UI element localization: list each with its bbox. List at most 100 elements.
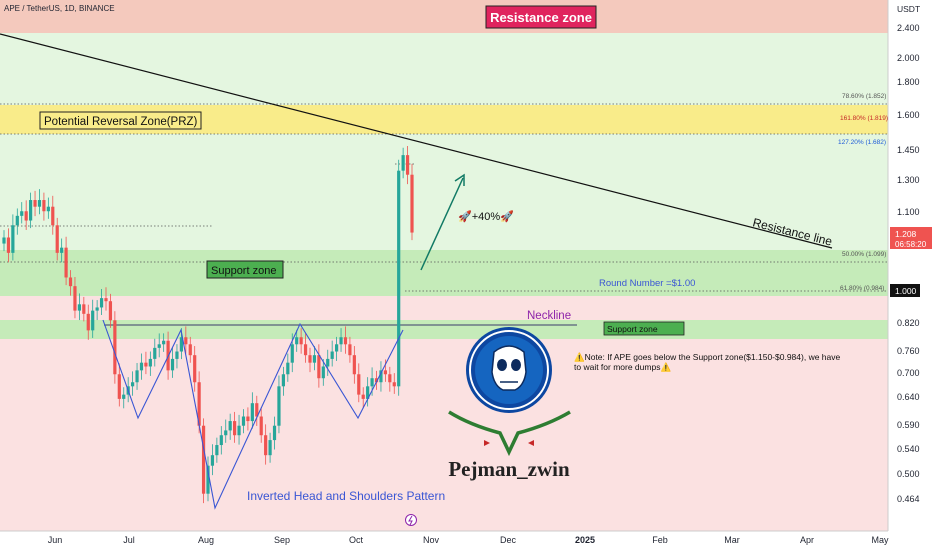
candle — [11, 214, 15, 261]
candle — [51, 195, 55, 235]
candle — [326, 349, 330, 376]
candle — [131, 371, 135, 396]
candle — [317, 344, 321, 388]
price-tick: 0.700 — [897, 368, 920, 378]
symbol-title: APE / TetherUS, 1D, BINANCE — [4, 4, 115, 13]
upper-green-band — [0, 33, 888, 105]
candle — [162, 333, 166, 352]
candle — [201, 418, 206, 504]
candle — [312, 346, 317, 371]
candle — [104, 287, 108, 311]
candle — [401, 147, 405, 179]
candle — [117, 363, 121, 407]
candle — [330, 340, 334, 367]
bullish-arrow — [420, 173, 465, 271]
candle — [33, 190, 37, 217]
round-number-label: Round Number =$1.00 — [599, 278, 695, 289]
candle — [343, 326, 348, 354]
price-highlight-tag: 1.000 — [890, 284, 920, 297]
candle — [148, 351, 152, 376]
price-tick: 0.590 — [897, 420, 920, 430]
pink-band-upper — [0, 296, 888, 320]
price-axis[interactable]: USDT 2.400 2.000 1.800 1.600 1.450 1.300 1.100… — [838, 0, 932, 531]
candle — [277, 375, 281, 434]
candle — [24, 200, 28, 230]
candle — [335, 336, 339, 361]
time-tick: Mar — [724, 535, 740, 545]
resistance-line — [0, 33, 833, 249]
time-axis[interactable]: Jun Jul Aug Sep Oct Nov Dec 2025 Feb Mar Apr May — [0, 530, 932, 550]
candle — [122, 387, 126, 409]
price-tick: 0.820 — [897, 318, 920, 328]
time-tick: Feb — [652, 535, 668, 545]
price-tick: 1.100 — [897, 207, 920, 217]
candle — [286, 353, 290, 382]
support-zone-text: Support zone — [211, 265, 276, 277]
candle — [268, 432, 272, 463]
candle — [405, 145, 410, 185]
countdown: 06:58:20 — [895, 240, 927, 249]
candle — [210, 444, 215, 476]
candle — [250, 392, 254, 429]
author-logo: Pejman_zwin — [448, 327, 571, 481]
event-marker-icon[interactable] — [405, 514, 417, 526]
candle — [321, 359, 325, 386]
resistance-zone-text: Resistance zone — [490, 10, 592, 25]
candle — [42, 192, 46, 221]
candle — [68, 270, 73, 296]
candle — [77, 293, 81, 321]
candle — [2, 230, 6, 252]
prz-text: Potential Reversal Zone(PRZ) — [44, 116, 198, 128]
support-zone-label: Support zone — [206, 260, 284, 279]
fib-labels: 78.60% (1.852) 161.80% (1.819) 127.20% (1.… — [838, 93, 888, 292]
current-price: 1.208 — [895, 229, 917, 239]
candle — [219, 426, 223, 455]
support-zone-band — [0, 250, 888, 296]
price-tick: 2.400 — [897, 23, 920, 33]
time-tick: Aug — [198, 535, 214, 545]
price-tick: 0.640 — [897, 392, 920, 402]
highlight-price: 1.000 — [895, 286, 917, 296]
note-line-2: to wait for more dumps⚠️ — [574, 362, 671, 372]
price-tick: 1.300 — [897, 175, 920, 185]
candle — [95, 300, 99, 321]
inverted-hs-pattern-lines — [102, 319, 404, 510]
candle — [397, 159, 401, 396]
support-zone-small-text: Support zone — [607, 324, 658, 334]
candle — [224, 419, 228, 443]
candle — [46, 197, 50, 219]
pink-band-lower — [0, 339, 888, 531]
candle — [215, 437, 219, 463]
fib-label: 161.80% (1.819) — [840, 115, 888, 122]
candle — [20, 202, 24, 224]
candle — [108, 293, 113, 328]
candle — [29, 192, 33, 229]
candle — [170, 348, 175, 378]
time-tick: Nov — [423, 535, 440, 545]
candle — [6, 228, 11, 263]
candle — [281, 366, 285, 396]
candle — [348, 336, 352, 363]
candle — [392, 373, 396, 394]
candle — [157, 333, 161, 358]
price-tick-labels: 2.4002.0001.8001.6001.4501.3001.1000.900… — [897, 23, 920, 504]
price-tick: 1.800 — [897, 77, 920, 87]
candle — [113, 311, 117, 384]
candle — [60, 238, 64, 263]
candle — [91, 299, 95, 338]
candle — [188, 336, 192, 363]
candle — [352, 346, 356, 384]
candle — [139, 353, 144, 380]
fib-label: 50.00% (1.099) — [842, 251, 886, 258]
support-zone-small-label: Support zone — [603, 321, 685, 336]
candle — [193, 346, 197, 392]
candle — [64, 236, 68, 286]
price-tick: 2.000 — [897, 53, 920, 63]
resistance-zone-band — [0, 0, 888, 33]
currency-label: USDT — [897, 4, 920, 14]
candle — [259, 407, 263, 443]
prz-label: Potential Reversal Zone(PRZ) — [39, 111, 202, 130]
time-tick: Dec — [500, 535, 517, 545]
